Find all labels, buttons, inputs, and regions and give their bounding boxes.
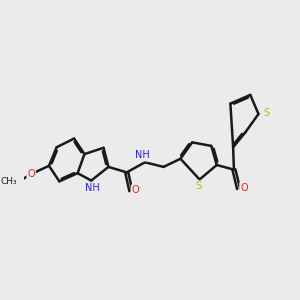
Text: O: O (240, 183, 248, 193)
Text: S: S (195, 181, 201, 191)
Text: O: O (132, 185, 140, 195)
Text: O: O (27, 169, 35, 179)
Text: CH₃: CH₃ (1, 177, 18, 186)
Text: NH: NH (135, 151, 150, 160)
Text: NH: NH (85, 183, 100, 193)
Text: S: S (263, 108, 269, 118)
